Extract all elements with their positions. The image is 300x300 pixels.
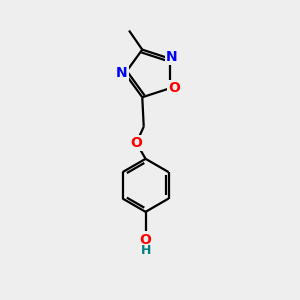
Text: O: O [130,136,142,150]
Text: O: O [140,233,152,247]
Text: N: N [166,50,178,64]
Text: O: O [168,81,180,95]
Text: N: N [116,66,128,80]
Text: H: H [140,244,151,257]
